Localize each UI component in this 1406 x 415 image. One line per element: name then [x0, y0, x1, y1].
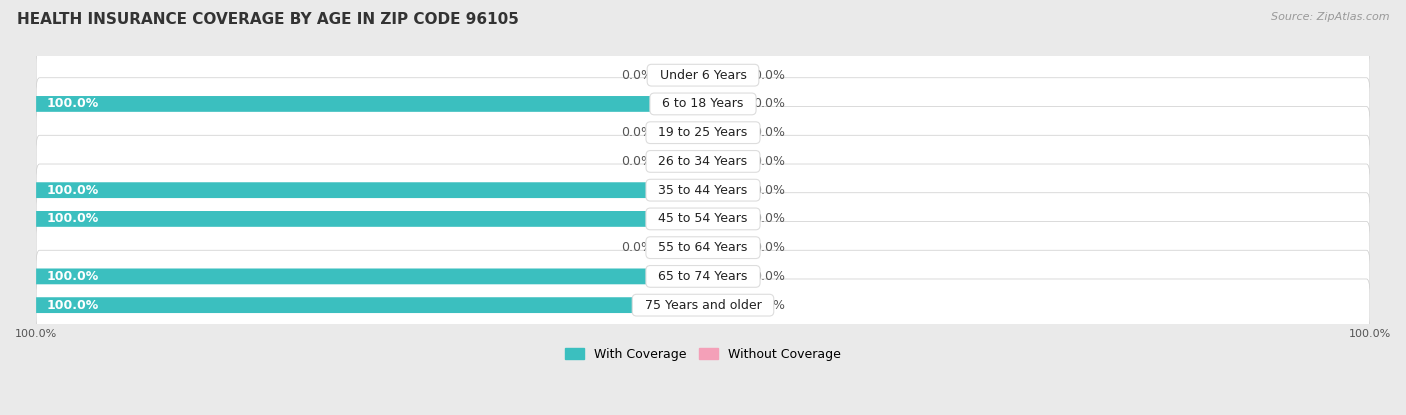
FancyBboxPatch shape	[703, 297, 742, 313]
Text: 0.0%: 0.0%	[754, 184, 785, 197]
FancyBboxPatch shape	[703, 154, 742, 169]
Text: 100.0%: 100.0%	[46, 184, 98, 197]
FancyBboxPatch shape	[37, 279, 1369, 331]
Text: 0.0%: 0.0%	[621, 126, 652, 139]
FancyBboxPatch shape	[37, 96, 703, 112]
FancyBboxPatch shape	[37, 49, 1369, 101]
Text: 0.0%: 0.0%	[754, 299, 785, 312]
Text: 0.0%: 0.0%	[621, 155, 652, 168]
Text: 0.0%: 0.0%	[621, 69, 652, 82]
FancyBboxPatch shape	[37, 297, 703, 313]
Text: 65 to 74 Years: 65 to 74 Years	[651, 270, 755, 283]
FancyBboxPatch shape	[703, 269, 742, 284]
FancyBboxPatch shape	[37, 182, 703, 198]
Text: 19 to 25 Years: 19 to 25 Years	[651, 126, 755, 139]
FancyBboxPatch shape	[37, 269, 703, 284]
Text: 0.0%: 0.0%	[621, 241, 652, 254]
FancyBboxPatch shape	[703, 125, 742, 141]
FancyBboxPatch shape	[37, 78, 1369, 130]
FancyBboxPatch shape	[664, 67, 703, 83]
Legend: With Coverage, Without Coverage: With Coverage, Without Coverage	[561, 343, 845, 366]
Text: Source: ZipAtlas.com: Source: ZipAtlas.com	[1271, 12, 1389, 22]
Text: 75 Years and older: 75 Years and older	[637, 299, 769, 312]
FancyBboxPatch shape	[664, 154, 703, 169]
Text: Under 6 Years: Under 6 Years	[651, 69, 755, 82]
Text: 6 to 18 Years: 6 to 18 Years	[654, 98, 752, 110]
Text: 100.0%: 100.0%	[46, 299, 98, 312]
FancyBboxPatch shape	[703, 96, 742, 112]
Text: 100.0%: 100.0%	[46, 212, 98, 225]
Text: HEALTH INSURANCE COVERAGE BY AGE IN ZIP CODE 96105: HEALTH INSURANCE COVERAGE BY AGE IN ZIP …	[17, 12, 519, 27]
Text: 0.0%: 0.0%	[754, 98, 785, 110]
Text: 0.0%: 0.0%	[754, 126, 785, 139]
FancyBboxPatch shape	[37, 193, 1369, 245]
FancyBboxPatch shape	[37, 211, 703, 227]
Text: 0.0%: 0.0%	[754, 212, 785, 225]
FancyBboxPatch shape	[703, 67, 742, 83]
FancyBboxPatch shape	[37, 107, 1369, 159]
Text: 0.0%: 0.0%	[754, 69, 785, 82]
Text: 0.0%: 0.0%	[754, 270, 785, 283]
Text: 100.0%: 100.0%	[46, 270, 98, 283]
FancyBboxPatch shape	[37, 135, 1369, 188]
Text: 0.0%: 0.0%	[754, 155, 785, 168]
FancyBboxPatch shape	[703, 211, 742, 227]
Text: 35 to 44 Years: 35 to 44 Years	[651, 184, 755, 197]
Text: 45 to 54 Years: 45 to 54 Years	[651, 212, 755, 225]
FancyBboxPatch shape	[37, 250, 1369, 303]
Text: 26 to 34 Years: 26 to 34 Years	[651, 155, 755, 168]
FancyBboxPatch shape	[703, 182, 742, 198]
Text: 0.0%: 0.0%	[754, 241, 785, 254]
FancyBboxPatch shape	[664, 125, 703, 141]
FancyBboxPatch shape	[37, 164, 1369, 216]
FancyBboxPatch shape	[703, 240, 742, 256]
FancyBboxPatch shape	[37, 222, 1369, 274]
Text: 55 to 64 Years: 55 to 64 Years	[651, 241, 755, 254]
FancyBboxPatch shape	[664, 240, 703, 256]
Text: 100.0%: 100.0%	[46, 98, 98, 110]
